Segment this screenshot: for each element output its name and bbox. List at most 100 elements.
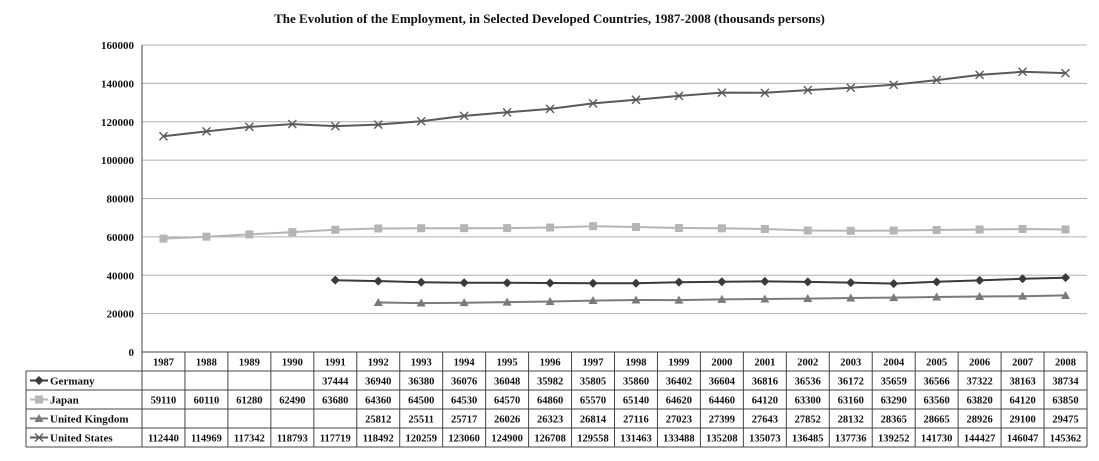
table-cell-value: 65570 xyxy=(580,396,606,407)
table-cell-value: 144427 xyxy=(964,434,996,445)
data-point-germany xyxy=(846,278,856,288)
x-tick-label: 2008 xyxy=(1055,358,1076,369)
data-point-united-kingdom xyxy=(502,297,512,306)
x-tick-label: 2004 xyxy=(883,358,905,369)
x-tick-label: 2000 xyxy=(711,358,732,369)
table-cell-value: 35860 xyxy=(623,377,649,388)
table-cell-value: 26323 xyxy=(537,415,563,426)
y-tick-label: 140000 xyxy=(101,78,135,90)
data-point-united-states xyxy=(244,122,254,132)
table-cell-value: 36536 xyxy=(795,377,821,388)
x-tick-label: 1994 xyxy=(454,358,476,369)
table-cell-value: 37322 xyxy=(966,377,992,388)
series-germany xyxy=(330,273,1071,289)
data-point-united-states xyxy=(1018,67,1028,77)
data-point-japan xyxy=(460,224,469,233)
data-point-japan xyxy=(932,226,941,235)
data-point-united-states xyxy=(201,126,211,136)
data-point-germany xyxy=(717,277,727,287)
data-point-united-kingdom xyxy=(717,294,727,303)
data-point-japan xyxy=(1061,225,1070,234)
data-point-united-kingdom xyxy=(889,293,899,302)
x-tick-label: 1995 xyxy=(497,358,518,369)
table-cell-value: 133488 xyxy=(663,434,695,445)
table-cell-value: 135073 xyxy=(749,434,781,445)
table-cell-value: 63160 xyxy=(838,396,864,407)
table-cell-value: 139252 xyxy=(878,434,910,445)
x-tick-label: 1991 xyxy=(325,358,346,369)
table-cell-value: 61280 xyxy=(236,396,262,407)
legend-marker-germany xyxy=(34,376,44,385)
data-point-united-kingdom xyxy=(545,296,555,305)
table-cell-value: 59110 xyxy=(151,396,177,407)
y-tick-label: 120000 xyxy=(101,117,135,129)
table-cell-value: 63290 xyxy=(881,396,907,407)
data-point-united-states xyxy=(803,85,813,95)
table-cell-value: 27116 xyxy=(623,415,649,426)
table-cell-value: 64530 xyxy=(451,396,477,407)
y-tick-label: 0 xyxy=(129,347,135,359)
data-point-united-kingdom xyxy=(975,291,985,300)
data-point-japan xyxy=(159,234,168,243)
table-cell-value: 35659 xyxy=(881,377,907,388)
x-tick-label: 1998 xyxy=(625,358,646,369)
table-cell-value: 65140 xyxy=(623,396,649,407)
x-tick-label: 2007 xyxy=(1012,358,1033,369)
data-point-united-kingdom xyxy=(674,295,684,304)
legend-entry-united-states: United States xyxy=(30,433,113,445)
table-cell-value: 117342 xyxy=(234,434,265,445)
legend-label: United States xyxy=(50,433,113,445)
data-point-japan xyxy=(374,224,383,233)
legend-label: Japan xyxy=(50,395,79,407)
data-point-united-states xyxy=(932,75,942,85)
table-cell-value: 26026 xyxy=(494,415,520,426)
series-united-states xyxy=(158,67,1071,141)
table-cell-value: 63560 xyxy=(924,396,950,407)
data-point-united-states xyxy=(588,98,598,108)
table-cell-value: 64500 xyxy=(408,396,434,407)
x-tick-label: 2005 xyxy=(926,358,947,369)
table-cell-value: 129558 xyxy=(577,434,609,445)
data-point-united-kingdom xyxy=(1061,290,1071,299)
series-line-united-states xyxy=(163,70,1066,138)
data-point-germany xyxy=(1061,273,1071,283)
y-tick-label: 60000 xyxy=(107,232,135,244)
data-point-united-states xyxy=(287,119,297,129)
data-point-japan xyxy=(546,223,555,232)
data-point-germany xyxy=(631,278,641,288)
table-cell-value: 29100 xyxy=(1009,415,1035,426)
table-cell-value: 118492 xyxy=(363,434,394,445)
table-cell-value: 137736 xyxy=(835,434,867,445)
data-point-united-states xyxy=(631,95,641,105)
table-cell-value: 146047 xyxy=(1007,434,1039,445)
y-tick-label: 160000 xyxy=(101,40,135,52)
data-point-united-states xyxy=(158,131,168,141)
data-point-united-kingdom xyxy=(760,294,770,303)
series-line-japan xyxy=(163,225,1066,240)
data-point-united-states xyxy=(416,116,426,126)
table-cell-value: 27023 xyxy=(666,415,692,426)
table-cell-value: 63680 xyxy=(322,396,348,407)
table-cell-value: 36604 xyxy=(709,377,736,388)
table-cell-value: 63820 xyxy=(966,396,992,407)
data-point-united-states xyxy=(717,88,727,98)
legend-entry-united-kingdom: United Kingdom xyxy=(30,414,129,426)
data-point-united-kingdom xyxy=(459,298,469,307)
table-cell-value: 38734 xyxy=(1052,377,1079,388)
x-tick-label: 1999 xyxy=(668,358,689,369)
table-cell-value: 28365 xyxy=(881,415,907,426)
x-tick-label: 1990 xyxy=(282,358,303,369)
table-cell-value: 25717 xyxy=(451,415,477,426)
table-cell-value: 64120 xyxy=(752,396,778,407)
table-cell-value: 25812 xyxy=(365,415,391,426)
table-cell-value: 28926 xyxy=(966,415,992,426)
table-cell-value: 60110 xyxy=(194,396,220,407)
data-point-japan xyxy=(1018,224,1027,233)
data-point-japan xyxy=(846,226,855,235)
table-cell-value: 126708 xyxy=(534,434,566,445)
x-tick-label: 1993 xyxy=(411,358,432,369)
data-point-germany xyxy=(502,278,512,288)
table-cell-value: 117719 xyxy=(320,434,351,445)
